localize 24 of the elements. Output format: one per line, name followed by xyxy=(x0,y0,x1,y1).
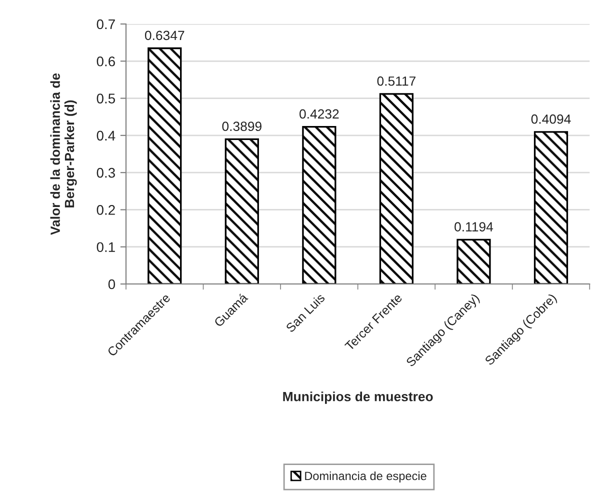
data-label: 0.3899 xyxy=(222,122,262,132)
y-tick-label: 0 xyxy=(108,279,116,290)
y-tick-label: 0.6 xyxy=(96,56,115,66)
y-tick-label: 0.1 xyxy=(96,242,115,252)
bar xyxy=(148,47,182,284)
data-label: 0.4094 xyxy=(531,114,571,124)
data-label: 0.6347 xyxy=(144,30,184,40)
data-label: 0.4232 xyxy=(300,109,339,119)
bar xyxy=(534,131,568,284)
y-tick-label: 0.2 xyxy=(96,205,115,215)
y-tick-label: 0.3 xyxy=(96,168,115,178)
bar xyxy=(379,93,414,284)
x-tick-label: San Luis xyxy=(285,292,326,333)
bar xyxy=(224,138,259,284)
y-tick-label: 0.7 xyxy=(96,19,115,30)
bar xyxy=(456,238,491,284)
x-axis-title: Municipios de muestreo xyxy=(283,392,433,404)
y-axis-title: Valor de la dominancia de Berger-Parker (d) xyxy=(50,73,77,235)
data-label: 0.5117 xyxy=(377,76,416,86)
y-tick-label: 0.4 xyxy=(96,130,116,141)
data-label: 0.1194 xyxy=(454,222,494,232)
bar xyxy=(302,126,336,284)
y-tick-label: 0.5 xyxy=(96,94,116,104)
legend-label: Dominancia de especie xyxy=(305,471,426,482)
